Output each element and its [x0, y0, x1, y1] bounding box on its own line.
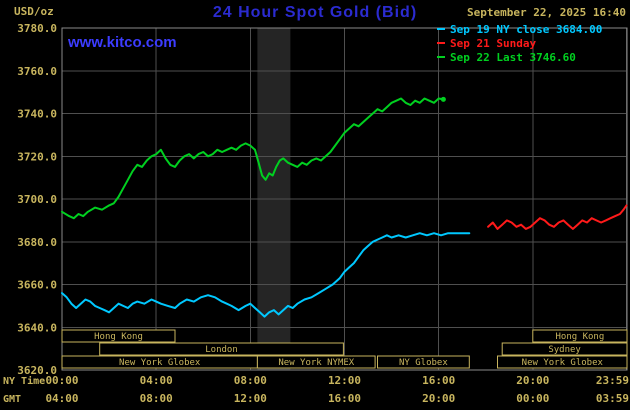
legend-row: Sep 19 NY close 3684.00 — [437, 22, 602, 36]
session-label: London — [205, 345, 238, 355]
y-tick-label: 3760.0 — [17, 65, 57, 78]
session-box — [61, 329, 176, 343]
x-tick-ny-label: 04:00 — [140, 374, 173, 387]
kitco-watermark-link[interactable]: www.kitco.com — [68, 34, 177, 51]
x-tick-gmt-label: 12:00 — [234, 392, 267, 405]
x-tick-gmt-label: 04:00 — [45, 392, 78, 405]
session-label: NY Globex — [399, 358, 448, 368]
session-box — [497, 355, 628, 369]
x-tick-gmt-label: 08:00 — [140, 392, 173, 405]
datetime-label: September 22, 2025 16:40 — [467, 6, 626, 19]
legend-label: Sep 22 Last 3746.60 — [450, 50, 576, 64]
x-tick-ny-label: 23:59 — [596, 374, 629, 387]
plot-border — [61, 27, 628, 371]
session-label: New York NYMEX — [278, 358, 354, 368]
series-last-dot — [440, 96, 446, 102]
x-tick-gmt-label: 16:00 — [328, 392, 361, 405]
session-box — [377, 355, 470, 369]
session-label: Hong Kong — [556, 332, 605, 342]
legend: Sep 19 NY close 3684.00 Sep 21 Sunday Se… — [437, 22, 602, 64]
x-tick-ny-label: 12:00 — [328, 374, 361, 387]
session-label: New York Globex — [522, 358, 604, 368]
y-tick-label: 3640.0 — [17, 321, 57, 334]
y-tick-label: 3660.0 — [17, 279, 57, 292]
y-axis-unit-label: USD/oz — [14, 5, 54, 18]
session-box — [99, 342, 344, 356]
y-tick-label: 3620.0 — [17, 364, 57, 377]
y-tick-label: 3780.0 — [17, 22, 57, 35]
x-tick-ny-label: 00:00 — [45, 374, 78, 387]
y-tick-label: 3740.0 — [17, 108, 57, 121]
series-sep19 — [61, 232, 471, 318]
x-tick-ny-label: 08:00 — [234, 374, 267, 387]
x-tick-gmt-label: 03:59 — [596, 392, 629, 405]
legend-row: Sep 21 Sunday — [437, 36, 602, 50]
x-tick-gmt-label: 00:00 — [516, 392, 549, 405]
session-label: New York Globex — [119, 358, 201, 368]
series-sep22 — [61, 97, 445, 220]
series-sep21 — [487, 204, 628, 230]
legend-row: Sep 22 Last 3746.60 — [437, 50, 602, 64]
chart-title: 24 Hour Spot Gold (Bid) — [212, 4, 418, 21]
y-tick-label: 3720.0 — [17, 150, 57, 163]
x-tick-ny-label: 16:00 — [422, 374, 455, 387]
legend-label: Sep 19 NY close 3684.00 — [450, 22, 603, 36]
session-label: Hong Kong — [94, 332, 143, 342]
legend-label: Sep 21 Sunday — [450, 36, 537, 50]
legend-swatch — [437, 56, 445, 58]
y-tick-label: 3680.0 — [17, 236, 57, 249]
session-box — [501, 342, 628, 356]
x-tick-ny-label: 20:00 — [516, 374, 549, 387]
legend-swatch — [437, 28, 445, 30]
y-tick-label: 3700.0 — [17, 193, 57, 206]
session-box — [256, 355, 376, 369]
x-axis-row1-label: NY Time — [3, 375, 45, 387]
session-box — [532, 329, 628, 343]
session-label: Sydney — [548, 345, 581, 355]
legend-swatch — [437, 42, 445, 44]
x-axis-row2-label: GMT — [3, 394, 21, 405]
x-tick-gmt-label: 20:00 — [422, 392, 455, 405]
